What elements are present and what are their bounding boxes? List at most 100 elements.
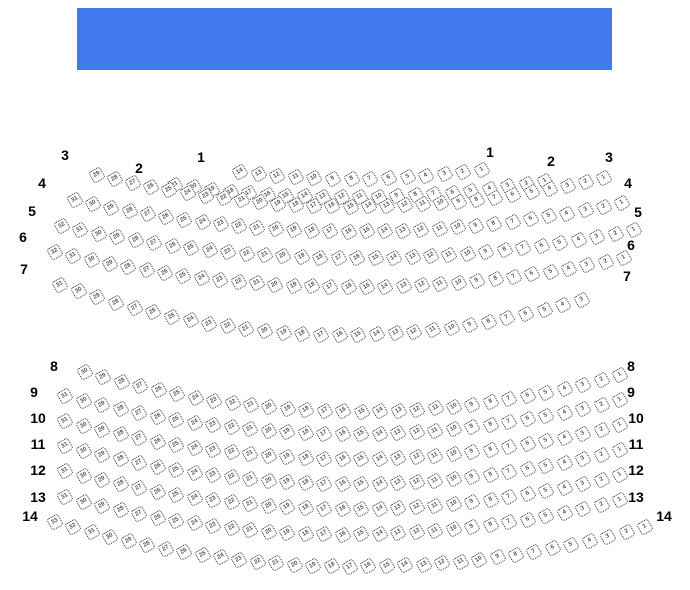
seat[interactable]: 21 — [241, 521, 259, 539]
seat[interactable]: 12 — [407, 423, 426, 441]
seat[interactable]: 20 — [260, 398, 279, 417]
seat[interactable]: 7 — [500, 438, 518, 457]
seat[interactable]: 20 — [274, 247, 293, 265]
seat[interactable]: 1 — [636, 518, 654, 536]
seat[interactable]: 19 — [278, 448, 296, 467]
seat[interactable]: 24 — [212, 548, 230, 567]
seat[interactable]: 15 — [377, 557, 396, 576]
seat[interactable]: 5 — [537, 432, 555, 450]
seat[interactable]: 24 — [193, 213, 212, 232]
seat[interactable]: 19 — [278, 523, 296, 542]
seat[interactable]: 5 — [537, 383, 556, 402]
seat[interactable]: 2 — [596, 252, 615, 271]
seat[interactable]: 19 — [279, 400, 297, 418]
seat[interactable]: 6 — [518, 485, 537, 504]
seat[interactable]: 12 — [408, 400, 426, 419]
seat[interactable]: 5 — [540, 207, 558, 226]
seat[interactable]: 30 — [74, 416, 93, 435]
seat[interactable]: 22 — [222, 418, 241, 437]
seat[interactable]: 2 — [454, 163, 473, 182]
seat[interactable]: 1 — [595, 169, 613, 187]
seat[interactable]: 10 — [444, 470, 463, 488]
seat[interactable]: 5 — [562, 535, 581, 554]
seat[interactable]: 27 — [131, 377, 150, 396]
seat[interactable]: 6 — [523, 265, 542, 284]
seat[interactable]: 13 — [386, 324, 405, 343]
seat[interactable]: 2 — [592, 420, 611, 439]
seat[interactable]: 27 — [130, 454, 148, 473]
seat[interactable]: 13 — [389, 499, 407, 517]
seat[interactable]: 29 — [101, 254, 119, 273]
seat[interactable]: 2 — [592, 371, 611, 389]
seat[interactable]: 5 — [537, 407, 555, 425]
seat[interactable]: 5 — [537, 507, 555, 526]
seat[interactable]: 5 — [398, 168, 417, 187]
seat[interactable]: 14 — [376, 222, 394, 241]
seat[interactable]: 4 — [417, 167, 436, 186]
seat[interactable]: 26 — [148, 508, 167, 527]
seat[interactable]: 11 — [426, 421, 444, 440]
seat[interactable]: 26 — [163, 236, 182, 255]
seat[interactable]: 9 — [488, 548, 507, 567]
seat[interactable]: 28 — [119, 258, 138, 277]
seat[interactable]: 7 — [514, 239, 533, 257]
seat[interactable]: 12 — [405, 322, 424, 341]
seat[interactable]: 20 — [256, 322, 274, 340]
seat[interactable]: 5 — [541, 262, 560, 281]
seat[interactable]: 8 — [486, 270, 505, 288]
seat[interactable]: 30 — [74, 441, 93, 460]
seat[interactable]: 7 — [500, 513, 518, 532]
seat[interactable]: 12 — [412, 220, 431, 239]
seat[interactable]: 20 — [259, 522, 278, 541]
seat[interactable]: 21 — [267, 554, 286, 573]
seat[interactable]: 23 — [219, 242, 237, 261]
seat[interactable]: 25 — [162, 307, 181, 326]
seat[interactable]: 12 — [407, 498, 426, 516]
seat[interactable]: 23 — [230, 550, 249, 569]
seat[interactable]: 13 — [394, 221, 413, 240]
seat[interactable]: 14 — [231, 163, 249, 181]
seat[interactable]: 19 — [278, 423, 296, 442]
seat[interactable]: 12 — [413, 276, 431, 295]
seat[interactable]: 9 — [477, 243, 496, 261]
seat[interactable]: 24 — [185, 514, 204, 533]
seat[interactable]: 9 — [468, 272, 487, 290]
seat[interactable]: 13 — [389, 401, 408, 420]
seat[interactable]: 23 — [211, 271, 230, 289]
seat[interactable]: 15 — [352, 402, 371, 421]
seat[interactable]: 30 — [76, 363, 94, 381]
seat[interactable]: 13 — [389, 449, 407, 467]
seat[interactable]: 24 — [185, 413, 204, 432]
seat[interactable]: 27 — [156, 539, 175, 558]
seat[interactable]: 14 — [370, 499, 389, 518]
seat[interactable]: 29 — [108, 227, 127, 246]
seat[interactable]: 11 — [423, 321, 442, 339]
seat[interactable]: 22 — [223, 394, 242, 413]
seat[interactable]: 29 — [94, 368, 113, 387]
seat[interactable]: 12 — [407, 523, 426, 542]
seat[interactable]: 7 — [525, 542, 544, 561]
seat[interactable]: 29 — [88, 288, 107, 307]
seat[interactable]: 8 — [479, 313, 498, 331]
seat[interactable]: 7 — [500, 463, 518, 482]
seat[interactable]: 18 — [296, 424, 315, 442]
seat[interactable]: 4 — [555, 478, 574, 497]
seat[interactable]: 25 — [168, 385, 187, 404]
seat[interactable]: 9 — [463, 493, 481, 511]
seat[interactable]: 2 — [594, 197, 613, 216]
seat[interactable]: 16 — [359, 557, 378, 576]
seat[interactable]: 15 — [357, 222, 376, 241]
seat[interactable]: 12 — [407, 473, 426, 491]
seat[interactable]: 26 — [157, 208, 176, 227]
seat[interactable]: 18 — [303, 221, 321, 240]
seat[interactable]: 16 — [330, 325, 349, 344]
seat[interactable]: 26 — [149, 381, 168, 400]
seat[interactable]: 31 — [82, 523, 101, 542]
seat[interactable]: 4 — [555, 379, 574, 398]
seat[interactable]: 31 — [66, 191, 84, 209]
seat[interactable]: 27 — [139, 205, 157, 224]
seat[interactable]: 15 — [366, 249, 385, 267]
seat[interactable]: 18 — [296, 449, 315, 467]
seat[interactable]: 27 — [130, 404, 148, 423]
seat[interactable]: 11 — [426, 399, 445, 418]
